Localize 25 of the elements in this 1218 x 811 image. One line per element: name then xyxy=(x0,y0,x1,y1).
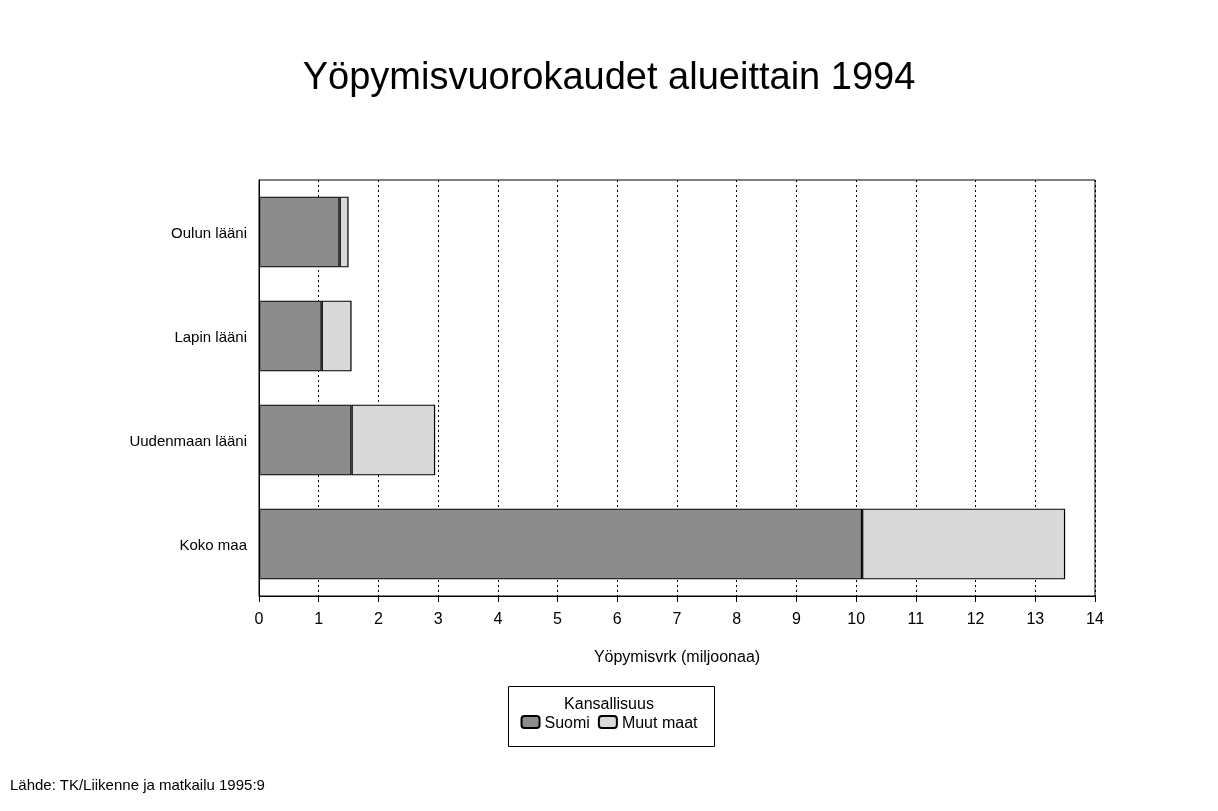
y-tick-label: Lapin lääni xyxy=(174,327,247,345)
x-tick-label: 12 xyxy=(966,609,985,627)
text: Lähde: TK/Liikenne ja matkailu 1995:9 xyxy=(10,776,265,793)
x-axis-title: Yöpymisvrk (miljoonaa) xyxy=(593,647,761,665)
x-tick-label: 3 xyxy=(433,609,443,627)
x-tick-label: 11 xyxy=(907,609,925,627)
x-tick-label: 2 xyxy=(373,609,383,627)
legend-title: Kansallisuus xyxy=(564,694,654,712)
x-tick-label: 8 xyxy=(732,609,742,627)
x-tick-label: 7 xyxy=(672,609,682,627)
chart-title: Yöpymisvuorokaudet alueittain 1994 xyxy=(302,55,916,97)
x-tick-label: 5 xyxy=(553,609,563,627)
x-tick-label: 14 xyxy=(1086,609,1104,627)
x-tick-label: 13 xyxy=(1026,609,1045,627)
y-tick-label: Oulun lääni xyxy=(171,223,247,241)
legend-label: Muut maat xyxy=(621,713,699,731)
x-tick-label: 0 xyxy=(254,609,264,627)
x-tick-label: 10 xyxy=(847,609,866,627)
legend-label: Suomi xyxy=(544,713,590,731)
x-tick-label: 6 xyxy=(612,609,622,627)
x-tick-label: 4 xyxy=(493,609,503,627)
x-tick-label: 1 xyxy=(314,609,324,627)
x-tick-label: 9 xyxy=(791,609,801,627)
y-tick-label: Uudenmaan lääni xyxy=(129,431,247,449)
y-tick-label: Koko maa xyxy=(179,535,248,553)
